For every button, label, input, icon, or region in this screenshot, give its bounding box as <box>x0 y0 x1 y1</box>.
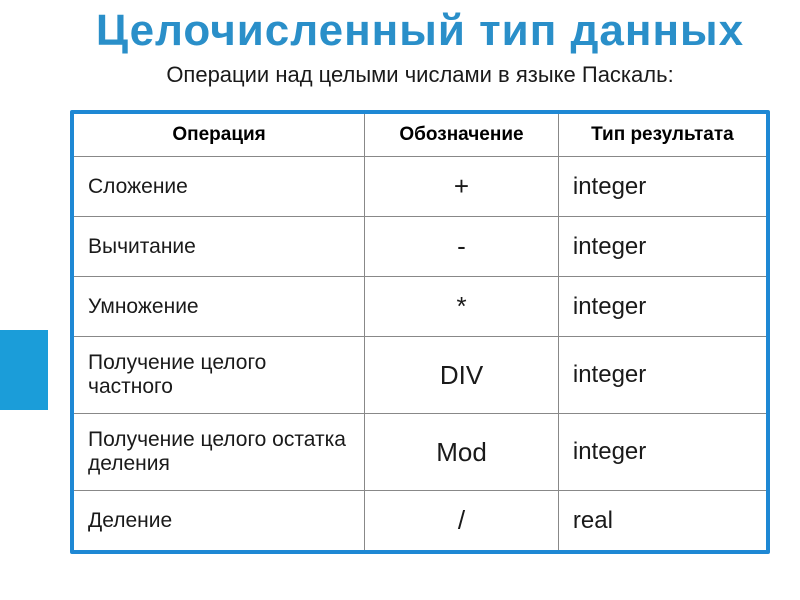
table-row: Получение целого частного DIV integer <box>74 337 766 414</box>
page-subtitle: Операции над целыми числами в языке Паск… <box>70 62 770 88</box>
col-header-notation: Обозначение <box>365 114 559 157</box>
col-header-operation: Операция <box>74 114 365 157</box>
table-row: Сложение + integer <box>74 157 766 217</box>
cell-notation: DIV <box>365 337 559 414</box>
cell-operation: Сложение <box>74 157 365 217</box>
left-accent-bar <box>0 330 48 410</box>
table-row: Получение целого остатка деления Mod int… <box>74 414 766 491</box>
slide-content: Целочисленный тип данных Операции над це… <box>0 0 800 574</box>
cell-result-type: integer <box>558 217 766 277</box>
operations-table: Операция Обозначение Тип результата Слож… <box>74 114 766 550</box>
table-row: Умножение * integer <box>74 277 766 337</box>
cell-notation: + <box>365 157 559 217</box>
cell-notation: - <box>365 217 559 277</box>
table-row: Вычитание - integer <box>74 217 766 277</box>
cell-notation: Mod <box>365 414 559 491</box>
table-row: Деление / real <box>74 491 766 551</box>
cell-operation: Деление <box>74 491 365 551</box>
cell-result-type: integer <box>558 157 766 217</box>
cell-operation: Получение целого остатка деления <box>74 414 365 491</box>
cell-result-type: integer <box>558 414 766 491</box>
cell-result-type: integer <box>558 337 766 414</box>
cell-operation: Получение целого частного <box>74 337 365 414</box>
cell-operation: Умножение <box>74 277 365 337</box>
operations-table-wrap: Операция Обозначение Тип результата Слож… <box>70 110 770 554</box>
cell-operation: Вычитание <box>74 217 365 277</box>
col-header-result-type: Тип результата <box>558 114 766 157</box>
cell-result-type: integer <box>558 277 766 337</box>
cell-notation: * <box>365 277 559 337</box>
page-title: Целочисленный тип данных <box>70 8 770 54</box>
cell-result-type: real <box>558 491 766 551</box>
table-header-row: Операция Обозначение Тип результата <box>74 114 766 157</box>
cell-notation: / <box>365 491 559 551</box>
